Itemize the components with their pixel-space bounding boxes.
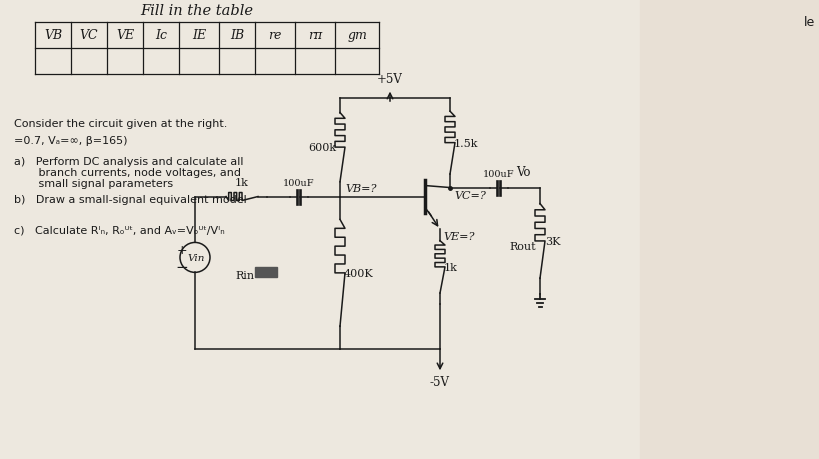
- Text: 400K: 400K: [344, 268, 373, 278]
- Text: Rout: Rout: [509, 241, 536, 252]
- Text: Consider the circuit given at the right.: Consider the circuit given at the right.: [14, 118, 228, 129]
- Text: =0.7, Vₐ=∞, β=165): =0.7, Vₐ=∞, β=165): [14, 135, 128, 146]
- Text: Rin: Rin: [235, 271, 254, 281]
- Text: VE: VE: [116, 29, 134, 42]
- Text: le: le: [803, 16, 815, 29]
- Bar: [640, 1, 819, 459]
- Text: 100uF: 100uF: [483, 169, 515, 178]
- Text: -5V: -5V: [430, 375, 450, 388]
- Text: Fill in the table: Fill in the table: [141, 4, 254, 18]
- Text: 600k: 600k: [308, 143, 336, 153]
- Text: 1k: 1k: [235, 177, 249, 187]
- Bar: [255, 268, 277, 278]
- Text: re: re: [269, 29, 282, 42]
- Text: 3K: 3K: [545, 236, 560, 246]
- Text: VB=?: VB=?: [345, 183, 377, 193]
- Text: gm: gm: [347, 29, 367, 42]
- Text: 100uF: 100uF: [283, 178, 314, 187]
- Text: Vo: Vo: [516, 165, 531, 178]
- Text: −: −: [175, 259, 188, 274]
- Text: c)   Calculate Rᴵₙ, Rₒᵁᵗ, and Aᵥ=Vₒᵁᵗ/Vᴵₙ: c) Calculate Rᴵₙ, Rₒᵁᵗ, and Aᵥ=Vₒᵁᵗ/Vᴵₙ: [14, 225, 224, 235]
- Text: b)   Draw a small-signal equivalent model: b) Draw a small-signal equivalent model: [14, 194, 247, 204]
- Text: 1.5k: 1.5k: [454, 138, 478, 148]
- Text: a)   Perform DC analysis and calculate all: a) Perform DC analysis and calculate all: [14, 156, 243, 166]
- Text: branch currents, node voltages, and: branch currents, node voltages, and: [14, 167, 241, 177]
- Text: Ic: Ic: [155, 29, 167, 42]
- Text: Vin: Vin: [188, 253, 205, 263]
- Text: VE=?: VE=?: [443, 232, 474, 242]
- Text: +5V: +5V: [377, 73, 403, 85]
- Text: rπ: rπ: [308, 29, 322, 42]
- Text: +: +: [177, 243, 188, 257]
- Text: IE: IE: [192, 29, 206, 42]
- Text: small signal parameters: small signal parameters: [14, 178, 173, 188]
- Text: VB: VB: [44, 29, 62, 42]
- Text: VC=?: VC=?: [454, 190, 486, 200]
- Text: 1k: 1k: [444, 262, 458, 272]
- Text: IB: IB: [230, 29, 244, 42]
- Text: VC: VC: [79, 29, 98, 42]
